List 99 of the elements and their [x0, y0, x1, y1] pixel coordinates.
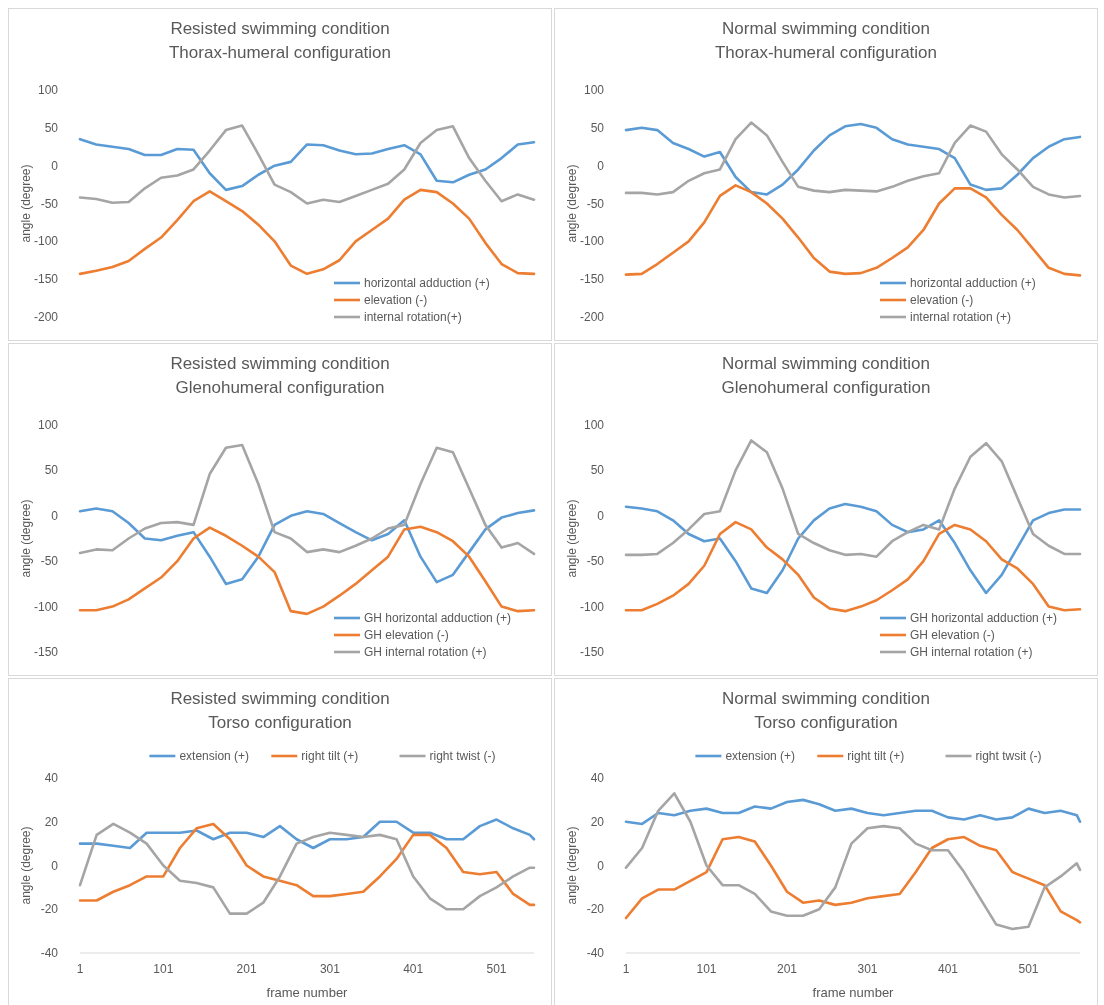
y-tick-label: 0 — [597, 858, 605, 873]
x-tick-label: 301 — [857, 962, 878, 976]
legend-label: GH horizontal adduction (+) — [364, 611, 512, 625]
chart-subtitle: Torso configuration — [208, 713, 352, 732]
y-tick-label: -50 — [586, 196, 605, 211]
line-series — [78, 507, 536, 586]
chart-title: Normal swimming condition — [722, 689, 930, 708]
legend-label: GH elevation (-) — [910, 628, 995, 642]
y-tick-label: 100 — [37, 83, 59, 97]
line-series — [78, 443, 536, 556]
legend-label: extension (+) — [179, 749, 250, 763]
line-series — [78, 137, 536, 192]
y-tick-label: 40 — [44, 771, 59, 785]
legend-label: GH internal rotation (+) — [910, 645, 1033, 659]
y-tick-label: -100 — [33, 234, 59, 249]
chart-title: Normal swimming condition — [722, 19, 930, 38]
y-tick-label: -100 — [33, 599, 59, 614]
y-axis-title: angle (degree) — [19, 826, 33, 905]
y-tick-label: -100 — [579, 599, 605, 614]
y-tick-label: 0 — [597, 508, 605, 523]
line-series — [624, 798, 1082, 826]
line-series — [624, 439, 1082, 558]
y-tick-label: -100 — [579, 234, 605, 249]
line-series — [78, 818, 536, 850]
y-axis-title: angle (degree) — [19, 499, 33, 578]
x-tick-label: 501 — [1018, 962, 1039, 976]
line-series — [624, 520, 1082, 613]
line-series — [624, 184, 1082, 277]
y-axis-title: angle (degree) — [565, 499, 579, 578]
legend-label: right twist (-) — [429, 749, 496, 763]
legend-label: right twsit (-) — [975, 749, 1042, 763]
chart-subtitle: Glenohumeral configuration — [175, 378, 385, 397]
chart-title: Normal swimming condition — [722, 354, 930, 373]
x-tick-label: 101 — [153, 962, 174, 976]
y-tick-label: -20 — [40, 902, 59, 917]
x-axis-title: frame number — [266, 985, 349, 1000]
y-tick-label: 20 — [590, 814, 605, 829]
legend-label: internal rotation(+) — [364, 310, 462, 324]
y-tick-label: -150 — [33, 645, 59, 659]
x-tick-label: 401 — [937, 962, 959, 976]
chart-title: Resisted swimming condition — [170, 354, 390, 373]
legend-label: elevation (-) — [364, 293, 428, 307]
y-tick-label: 50 — [590, 120, 605, 135]
y-tick-label: 50 — [44, 463, 59, 478]
x-tick-label: 1 — [76, 962, 84, 976]
chart-subtitle: Glenohumeral configuration — [721, 378, 931, 397]
y-tick-label: -200 — [579, 310, 605, 324]
y-tick-label: 0 — [51, 508, 59, 523]
legend-label: extension (+) — [725, 749, 796, 763]
line-series — [624, 502, 1082, 595]
x-axis-title: frame number — [812, 985, 895, 1000]
line-series — [78, 188, 536, 276]
legend-label: horizontal adduction (+) — [364, 276, 490, 290]
y-axis-title: angle (degree) — [565, 826, 579, 905]
y-tick-label: -50 — [40, 554, 59, 569]
legend-label: GH elevation (-) — [364, 628, 449, 642]
y-tick-label: 40 — [590, 771, 605, 785]
x-tick-label: 201 — [236, 962, 257, 976]
y-tick-label: -40 — [586, 946, 605, 960]
y-tick-label: 0 — [51, 158, 59, 173]
y-tick-label: -20 — [586, 902, 605, 917]
y-tick-label: -50 — [40, 196, 59, 211]
x-tick-label: 1 — [622, 962, 630, 976]
y-tick-label: 0 — [597, 158, 605, 173]
y-tick-label: 100 — [583, 83, 605, 97]
y-tick-label: 0 — [51, 858, 59, 873]
y-tick-label: 100 — [37, 418, 59, 432]
legend-label: GH internal rotation (+) — [364, 645, 487, 659]
chart-subtitle: Torso configuration — [754, 713, 898, 732]
chart-subtitle: Thorax-humeral configuration — [168, 43, 392, 62]
x-tick-label: 401 — [403, 962, 424, 976]
x-tick-label: 201 — [776, 962, 798, 976]
legend-label: GH horizontal adduction (+) — [910, 611, 1058, 625]
chart-title: Resisted swimming condition — [170, 689, 390, 708]
legend-label: right tilt (+) — [301, 749, 359, 763]
legend-label: internal rotation (+) — [910, 310, 1012, 324]
y-tick-label: 100 — [583, 418, 605, 432]
y-tick-label: 20 — [44, 814, 59, 829]
line-series — [624, 792, 1082, 931]
legend-label: elevation (-) — [910, 293, 974, 307]
y-tick-label: -40 — [40, 946, 59, 960]
chart-title: Resisted swimming condition — [170, 19, 390, 38]
y-tick-label: -150 — [579, 272, 605, 287]
y-axis-title: angle (degree) — [19, 164, 33, 243]
legend-label: right tilt (+) — [847, 749, 905, 763]
line-series — [78, 124, 536, 205]
y-tick-label: -150 — [33, 272, 59, 287]
y-tick-label: 50 — [590, 463, 605, 478]
line-series — [624, 835, 1082, 924]
legend-label: horizontal adduction (+) — [910, 276, 1036, 290]
x-tick-label: 101 — [696, 962, 717, 976]
y-axis-title: angle (degree) — [565, 164, 579, 243]
x-tick-label: 301 — [319, 962, 341, 976]
y-tick-label: -200 — [33, 310, 59, 324]
y-tick-label: -150 — [579, 645, 605, 659]
x-tick-label: 501 — [486, 962, 507, 976]
y-tick-label: -50 — [586, 554, 605, 569]
y-tick-label: 50 — [44, 120, 59, 135]
chart-subtitle: Thorax-humeral configuration — [714, 43, 938, 62]
